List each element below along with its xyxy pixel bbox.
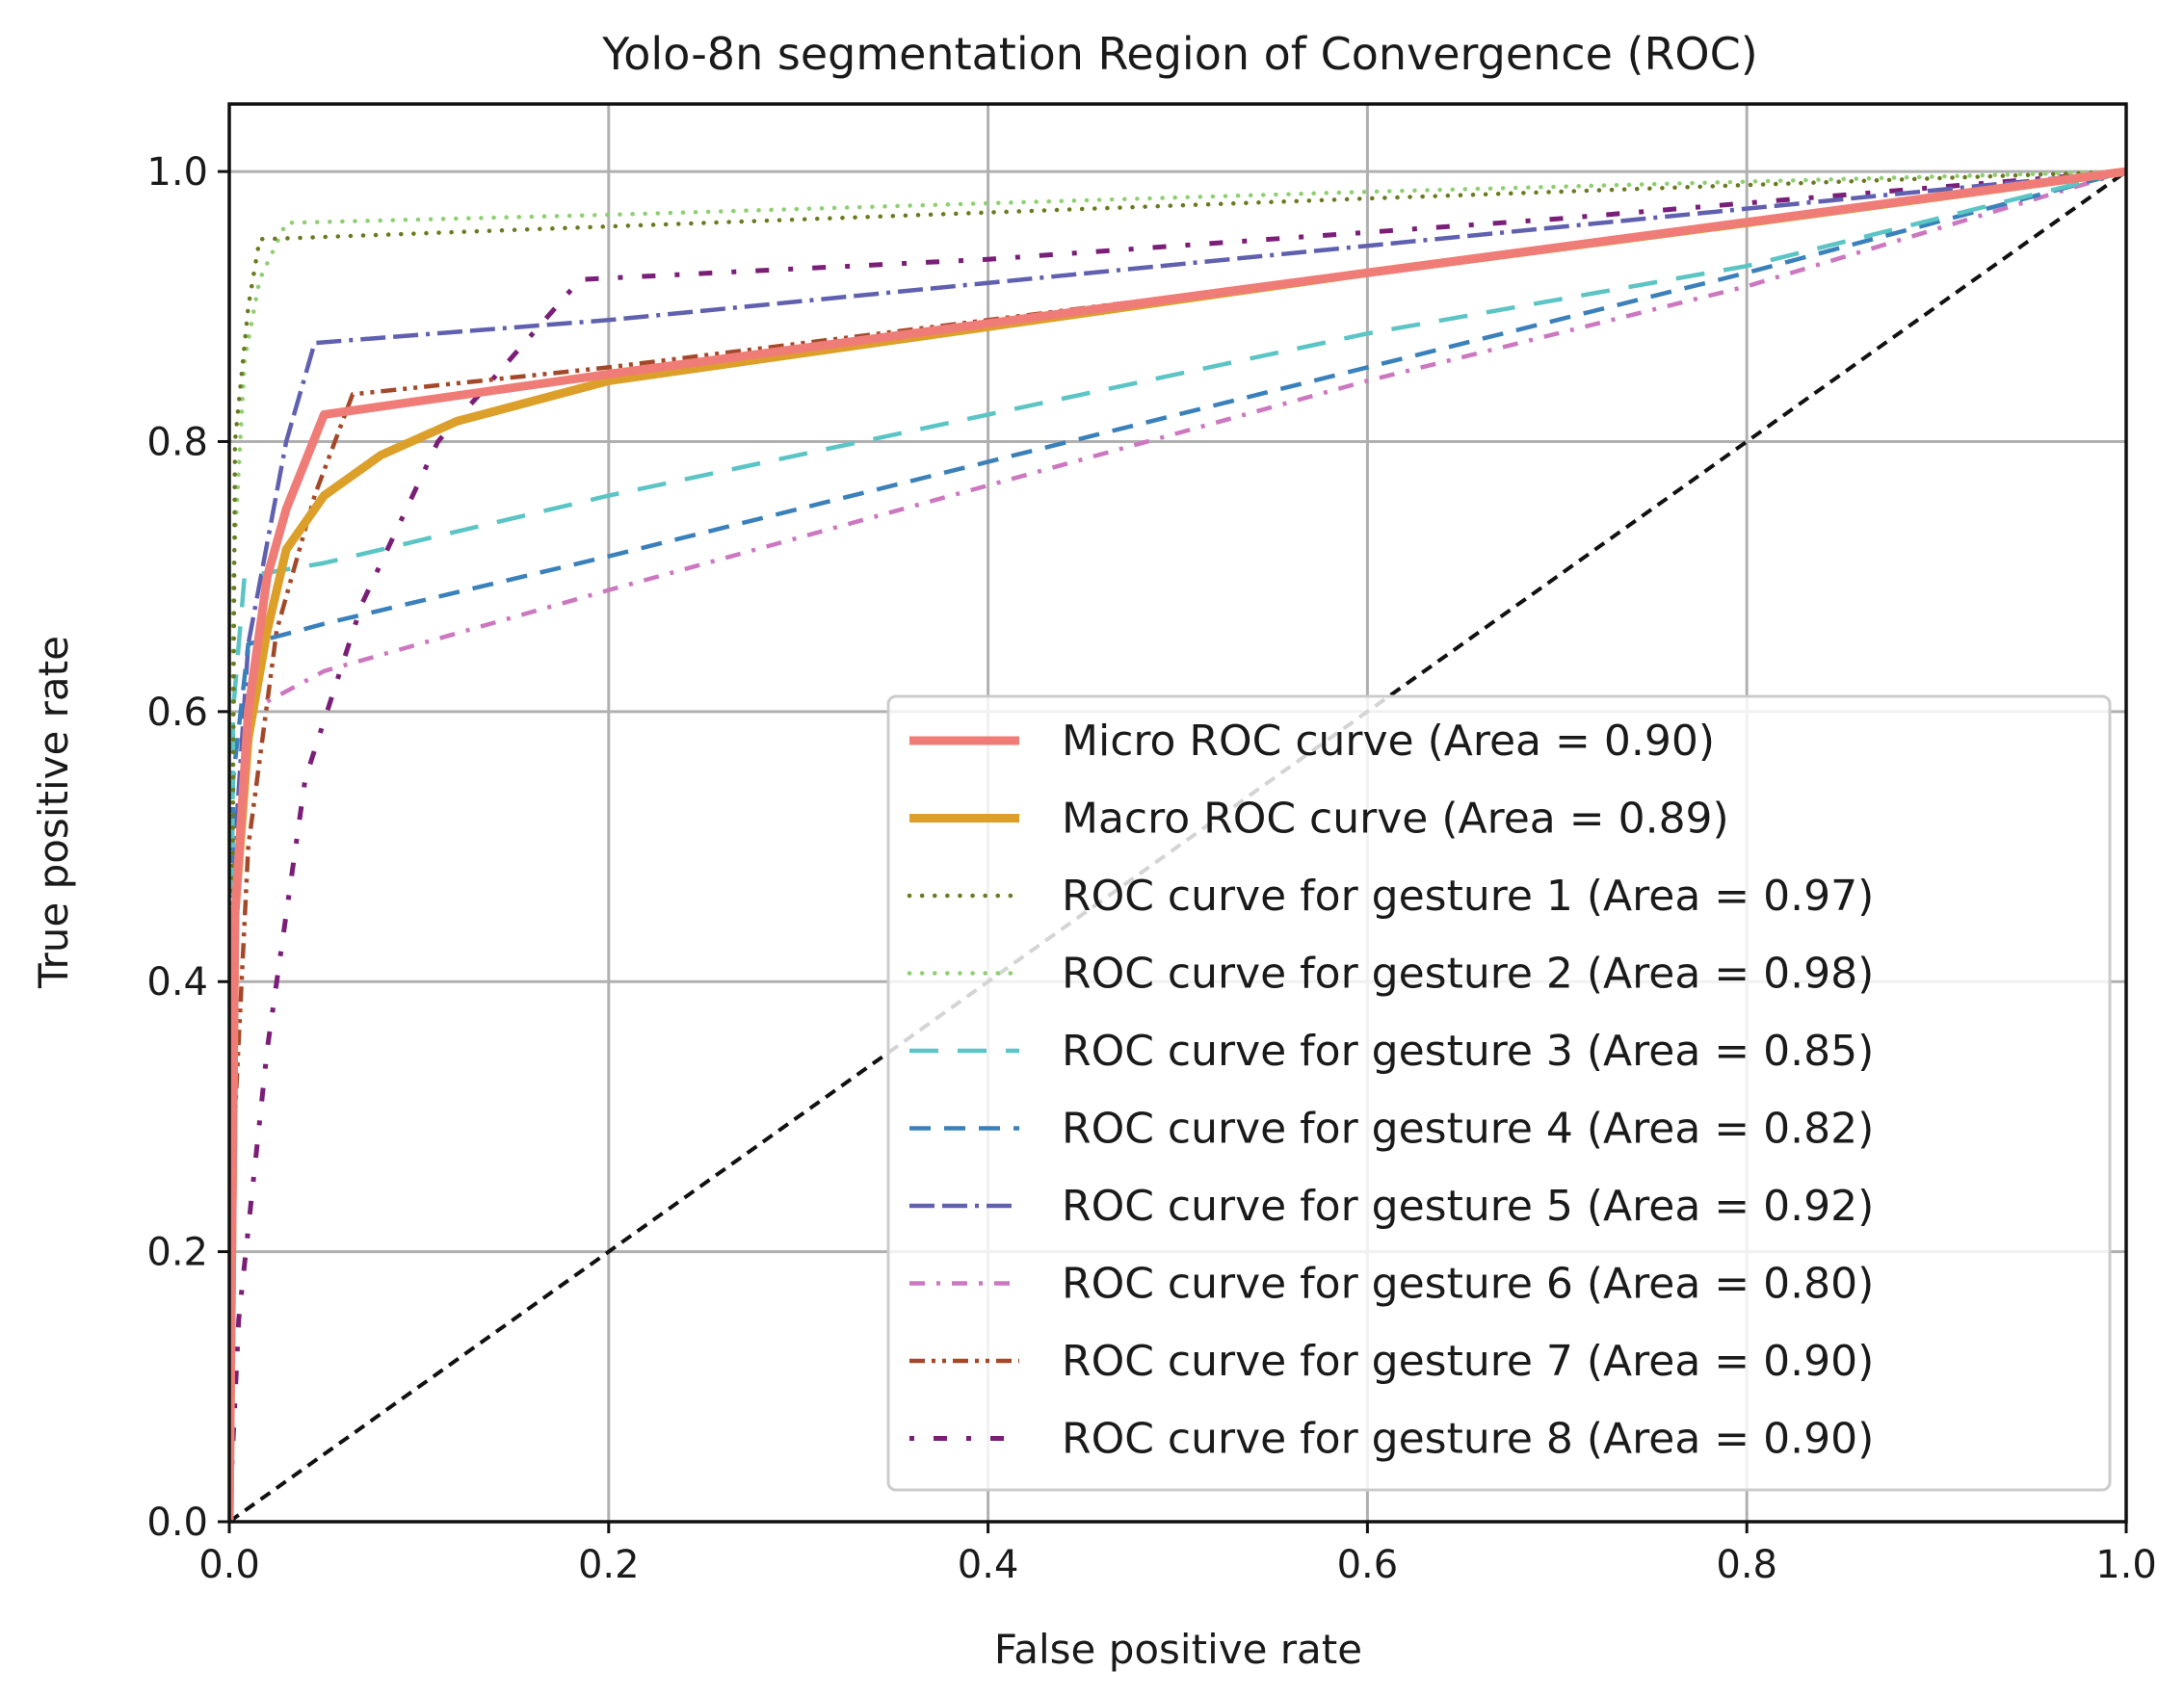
x-axis-label: False positive rate — [994, 1626, 1362, 1673]
legend-label-9: ROC curve for gesture 8 (Area = 0.90) — [1062, 1415, 1874, 1464]
legend-label-0: Micro ROC curve (Area = 0.90) — [1062, 717, 1715, 766]
legend-box — [886, 694, 2112, 1492]
y-tick-label: 0.4 — [146, 960, 208, 1005]
x-tick-label: 0.8 — [1716, 1543, 1777, 1587]
legend-label-1: Macro ROC curve (Area = 0.89) — [1062, 795, 1729, 844]
x-tick-label: 0.0 — [198, 1543, 260, 1587]
chart-title: Yolo-8n segmentation Region of Convergen… — [601, 28, 1757, 80]
y-tick-label: 0.2 — [146, 1231, 208, 1275]
series-line-6 — [229, 169, 2126, 1522]
x-tick-label: 0.6 — [1337, 1543, 1399, 1587]
legend-label-2: ROC curve for gesture 1 (Area = 0.97) — [1062, 872, 1874, 921]
plot-frame — [227, 102, 2128, 1524]
axis-ticks: 0.0 0.2 0.4 0.6 0.8 1.0 0.0 0.2 0.4 0.6 0.8 1.0 — [146, 150, 2156, 1587]
legend-label-7: ROC curve for gesture 6 (Area = 0.80) — [1062, 1260, 1874, 1309]
legend-label-6: ROC curve for gesture 5 (Area = 0.92) — [1062, 1182, 1874, 1231]
y-tick-label: 1.0 — [146, 150, 208, 195]
legend-label-3: ROC curve for gesture 2 (Area = 0.98) — [1062, 950, 1874, 999]
series-line-5 — [229, 169, 2126, 1522]
legend: Micro ROC curve (Area = 0.90) Macro ROC c… — [886, 694, 2112, 1492]
plot-area — [229, 167, 2126, 1522]
x-tick-label: 1.0 — [2095, 1543, 2157, 1587]
series-line-3 — [229, 169, 2126, 1522]
y-tick-label: 0.8 — [146, 420, 208, 464]
y-axis-label: True positive rate — [30, 636, 77, 989]
series-line-9 — [229, 169, 2126, 1522]
y-tick-label: 0.6 — [146, 691, 208, 735]
legend-label-5: ROC curve for gesture 4 (Area = 0.82) — [1062, 1105, 1874, 1154]
legend-label-8: ROC curve for gesture 7 (Area = 0.90) — [1062, 1337, 1874, 1386]
y-tick-label: 0.0 — [146, 1501, 208, 1545]
series-line-0 — [229, 167, 2126, 1522]
x-tick-label: 0.2 — [578, 1543, 640, 1587]
x-tick-label: 0.4 — [958, 1543, 1019, 1587]
legend-label-4: ROC curve for gesture 3 (Area = 0.85) — [1062, 1027, 1874, 1076]
